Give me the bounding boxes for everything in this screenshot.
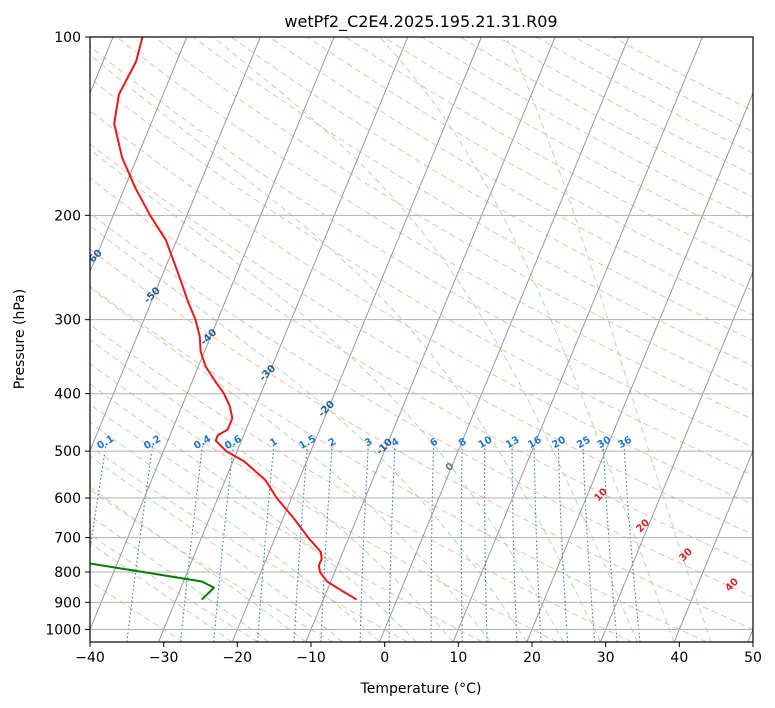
y-tick-label: 700 <box>54 531 81 547</box>
plot-frame <box>89 36 754 643</box>
mixing-ratio-line <box>582 445 596 642</box>
y-tick-label: 500 <box>54 444 81 460</box>
mixing-ratio-line <box>90 445 107 554</box>
moist-adiabat-line <box>90 287 491 642</box>
dry-adiabat-line <box>154 37 753 394</box>
moist-adiabat-line <box>379 37 675 642</box>
mixing-ratio-line <box>213 445 234 642</box>
isotherm-line <box>90 37 261 452</box>
moist-adiabat-line <box>90 421 380 642</box>
mixing-ratio-label: 4 <box>390 436 402 449</box>
y-axis: 100 200 300 400 500 600 700 800 900 1000 <box>45 30 90 638</box>
x-tick-label: −10 <box>296 650 326 666</box>
dry-adiabat-line <box>230 37 753 341</box>
isotherm-line <box>231 37 482 642</box>
mixing-ratio-line <box>180 445 204 642</box>
moist-adiabat-line <box>90 224 528 642</box>
y-tick-label: 1000 <box>45 622 81 638</box>
dry-adiabat-line <box>90 45 753 448</box>
isotherm-line <box>379 37 630 642</box>
isotherms <box>90 37 753 642</box>
moist-adiabat-line <box>505 37 712 642</box>
x-tick-label: 20 <box>523 650 541 666</box>
moist-adiabat-line <box>212 37 638 642</box>
y-axis-label: Pressure (hPa) <box>12 289 28 389</box>
moist-adiabat-line <box>90 515 270 642</box>
mixing-ratio-line <box>533 445 542 642</box>
dry-adiabat-line <box>90 285 707 642</box>
moist-adiabat-line <box>90 383 417 642</box>
y-tick-label: 100 <box>54 30 81 46</box>
isotherm-line <box>90 37 335 631</box>
x-tick-label: −40 <box>75 650 105 666</box>
x-tick-label: −30 <box>149 650 179 666</box>
x-tick-label: −20 <box>223 650 253 666</box>
mixing-ratio-label: 6 <box>428 436 440 449</box>
mixing-ratio-line <box>484 445 488 642</box>
moist-adiabat-line <box>90 148 565 642</box>
dry-adiabat-line <box>307 37 753 292</box>
y-tick-label: 600 <box>54 491 81 507</box>
dry-adiabat-line <box>90 177 753 566</box>
plot-area: -100-90-80-70-60-50-40-30-20-10010203040… <box>90 37 753 642</box>
x-tick-label: 40 <box>670 650 688 666</box>
mixing-ratio-line <box>430 445 435 642</box>
dry-adiabats <box>90 37 753 642</box>
mixing-ratio-line <box>557 445 569 642</box>
pressure-gridlines <box>90 37 753 630</box>
dry-adiabat-line <box>90 324 633 642</box>
isotherm-line <box>452 37 703 642</box>
dry-adiabat-line <box>90 212 753 598</box>
moist-adiabat-line <box>90 455 344 642</box>
dry-adiabat-line <box>90 489 334 642</box>
y-tick-label: 200 <box>54 208 81 224</box>
dry-adiabat-line <box>90 143 753 536</box>
mixing-ratio-line <box>359 445 369 642</box>
isotherm-line <box>158 37 409 642</box>
y-tick-label: 400 <box>54 387 81 403</box>
dry-adiabat-line <box>192 37 753 367</box>
isotherm-line <box>305 37 556 642</box>
isotherm-line <box>90 37 188 274</box>
x-tick-label: 10 <box>449 650 467 666</box>
profile-series <box>90 37 358 601</box>
x-tick-label: 0 <box>380 650 389 666</box>
mixing-ratio-line <box>257 445 275 642</box>
isotherm-line <box>526 91 753 642</box>
dry-adiabat-line <box>90 77 753 477</box>
x-tick-label: 50 <box>744 650 762 666</box>
dry-adiabat-line <box>90 110 753 506</box>
dry-adiabat-line <box>90 534 259 642</box>
mixing-ratio-line <box>320 445 333 642</box>
y-tick-label: 300 <box>54 313 81 329</box>
y-tick-label: 800 <box>54 565 81 581</box>
mixing-ratio-line <box>623 445 641 642</box>
mixing-ratio-line <box>511 445 518 642</box>
chart-title: wetPf2_C2E4.2025.195.21.31.R09 <box>284 12 557 32</box>
mixing-ratio-line <box>293 445 308 642</box>
isotherm-line <box>673 449 753 642</box>
dry-adiabat-line <box>90 248 753 630</box>
isotherm-line <box>600 270 753 642</box>
mixing-ratio-label: 3 <box>363 436 375 449</box>
dry-adiabat-line <box>90 403 483 642</box>
moist-adiabat-line <box>90 542 233 642</box>
mixing-ratio-label: 8 <box>457 436 469 449</box>
mixing-ratio-label: 2 <box>327 436 339 449</box>
mixing-ratio-line <box>602 445 618 642</box>
dry-adiabat-line <box>90 363 558 642</box>
temperature-profile-line <box>113 37 358 601</box>
moist-adiabats <box>90 37 712 642</box>
mixing-ratio-label: 1 <box>268 436 280 449</box>
x-axis-label: Temperature (°C) <box>360 681 482 697</box>
mixing-ratio-line <box>460 445 463 642</box>
x-axis: −40 −30 −20 −10 0 10 20 30 40 50 <box>75 642 762 666</box>
moist-adiabat-line <box>90 54 601 642</box>
x-tick-label: 30 <box>597 650 615 666</box>
moist-adiabat-line <box>90 338 454 642</box>
y-tick-label: 900 <box>54 595 81 611</box>
mixing-ratio-line <box>126 445 154 642</box>
